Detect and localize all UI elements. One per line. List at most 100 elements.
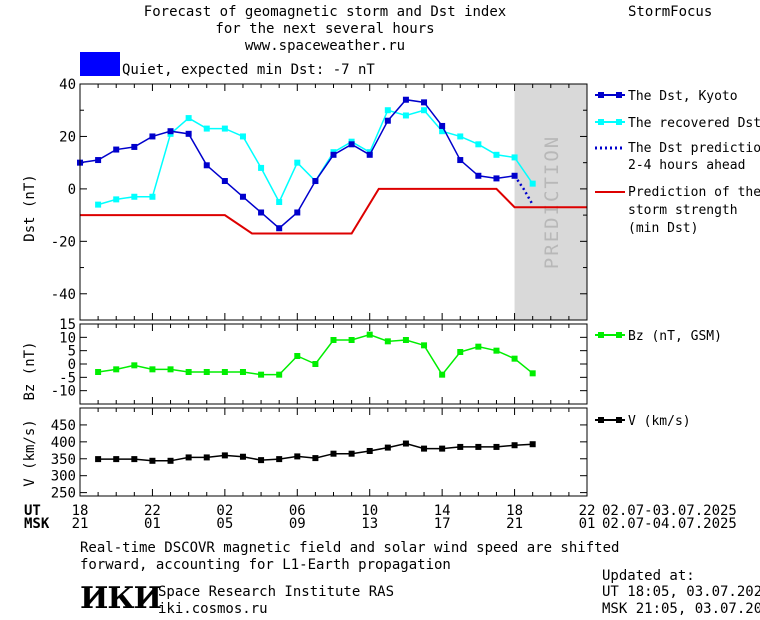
institute-url[interactable]: iki.cosmos.ru xyxy=(158,601,268,617)
legend-label-prediction-1: The Dst prediction xyxy=(628,141,760,156)
dst-kyoto-point xyxy=(149,133,156,140)
y-tick-label: 10 xyxy=(59,330,76,346)
v-point xyxy=(167,457,174,464)
v-point xyxy=(493,443,500,450)
dst-panel-frame xyxy=(79,83,588,321)
ut-tick-label: 06 xyxy=(289,503,306,519)
ut-axis-label: UT xyxy=(24,503,41,519)
ut-tick-label: 18 xyxy=(72,503,89,519)
y-tick-label: 300 xyxy=(51,469,76,485)
v-point xyxy=(95,456,102,463)
bz-point xyxy=(95,369,102,375)
msk-tick-label: 13 xyxy=(361,516,378,532)
v-point xyxy=(421,445,428,452)
brand-name: StormFocus xyxy=(628,4,713,20)
recovered-dst-point xyxy=(149,193,156,200)
bz-point xyxy=(439,371,446,378)
legend-label-strength-2: storm strength xyxy=(628,203,738,218)
dst-kyoto-point xyxy=(330,151,337,158)
updated-label: Updated at: xyxy=(602,568,695,584)
bz-point xyxy=(185,369,192,375)
msk-tick-label: 17 xyxy=(434,516,451,532)
prediction-band-label: PREDICTION xyxy=(541,135,563,269)
bz-line xyxy=(97,333,534,376)
dst-kyoto-point xyxy=(475,172,482,179)
bz-point xyxy=(529,370,536,377)
bz-point xyxy=(421,342,428,349)
legend-label-prediction-2: 2-4 hours ahead xyxy=(628,158,745,173)
dst-kyoto-point xyxy=(239,193,246,200)
bz-y-axis-label: Bz (nT) xyxy=(22,341,38,400)
recovered-dst-point xyxy=(529,180,536,187)
recovered-dst-point xyxy=(221,125,228,132)
bz-point xyxy=(258,371,265,378)
v-point xyxy=(258,457,265,464)
status-text: Quiet, expected min Dst: -7 nT xyxy=(122,62,375,78)
y-tick-label: 350 xyxy=(51,452,76,468)
recovered-dst-point xyxy=(439,128,446,135)
v-point xyxy=(348,450,355,457)
legend-label-dst-kyoto: The Dst, Kyoto xyxy=(628,89,738,104)
y-tick-label: -40 xyxy=(51,287,76,303)
v-point xyxy=(457,443,464,450)
ut-tick-label: 18 xyxy=(506,503,523,519)
recovered-dst-point xyxy=(294,159,301,166)
bz-point xyxy=(457,349,464,355)
dst-kyoto-point xyxy=(421,99,428,106)
dst-kyoto-point xyxy=(131,143,138,150)
legend-strength: Prediction of the storm strength (min Ds… xyxy=(595,185,760,236)
recovered-dst-point xyxy=(511,154,518,161)
dst-y-axis-label: Dst (nT) xyxy=(22,174,38,241)
footer-note-line2: forward, accounting for L1-Earth propaga… xyxy=(80,557,451,573)
dst-kyoto-point xyxy=(258,209,265,216)
ut-date-range: 02.07-03.07.2025 xyxy=(602,503,737,519)
dst-kyoto-point xyxy=(312,178,319,185)
recovered-dst-point xyxy=(185,115,192,122)
footer-note-line1: Real-time DSCOVR magnetic field and sola… xyxy=(80,540,620,556)
msk-tick-label: 05 xyxy=(216,516,233,532)
v-point xyxy=(439,445,446,452)
dst-kyoto-point xyxy=(203,162,210,169)
recovered-dst-point xyxy=(475,141,482,148)
dst-kyoto-point xyxy=(457,157,464,164)
bz-point xyxy=(493,347,500,354)
recovered-dst-point xyxy=(493,151,500,158)
v-point xyxy=(203,454,210,461)
prediction-band xyxy=(514,84,587,320)
bz-point xyxy=(511,355,518,362)
v-point xyxy=(475,443,482,450)
bz-point xyxy=(221,369,228,375)
y-tick-label: -20 xyxy=(51,234,76,250)
msk-tick-label: 21 xyxy=(72,516,89,532)
bz-point xyxy=(475,343,482,350)
ut-tick-label: 22 xyxy=(144,503,161,519)
y-tick-label: 0 xyxy=(68,357,76,373)
recovered-dst-point xyxy=(95,201,102,208)
v-point xyxy=(366,447,373,454)
institute-name: Space Research Institute RAS xyxy=(158,584,395,600)
bz-point xyxy=(330,337,337,343)
v-point xyxy=(312,455,319,462)
dst-kyoto-point xyxy=(439,122,446,129)
updated-ut: UT 18:05, 03.07.2025 xyxy=(602,584,760,600)
dst-kyoto-point xyxy=(167,128,174,135)
y-tick-label: 250 xyxy=(51,486,76,502)
legend-label-recovered: The recovered Dst xyxy=(628,116,760,131)
v-panel-frame xyxy=(79,407,588,497)
bz-point xyxy=(167,366,174,373)
recovered-dst-point xyxy=(402,112,409,119)
v-y-axis-label: V (km/s) xyxy=(22,419,38,486)
bz-point xyxy=(366,331,373,338)
legend-label-bz: Bz (nT, GSM) xyxy=(628,329,722,344)
msk-tick-label: 09 xyxy=(289,516,306,532)
y-tick-label: 0 xyxy=(68,182,76,198)
ut-tick-label: 02 xyxy=(216,503,233,519)
y-tick-label: 450 xyxy=(51,418,76,434)
ut-tick-label: 22 xyxy=(579,503,596,519)
recovered-dst-point xyxy=(457,133,464,140)
y-tick-label: 400 xyxy=(51,435,76,451)
v-point xyxy=(529,441,536,448)
dst-kyoto-point xyxy=(221,178,228,185)
bz-point xyxy=(149,366,156,373)
